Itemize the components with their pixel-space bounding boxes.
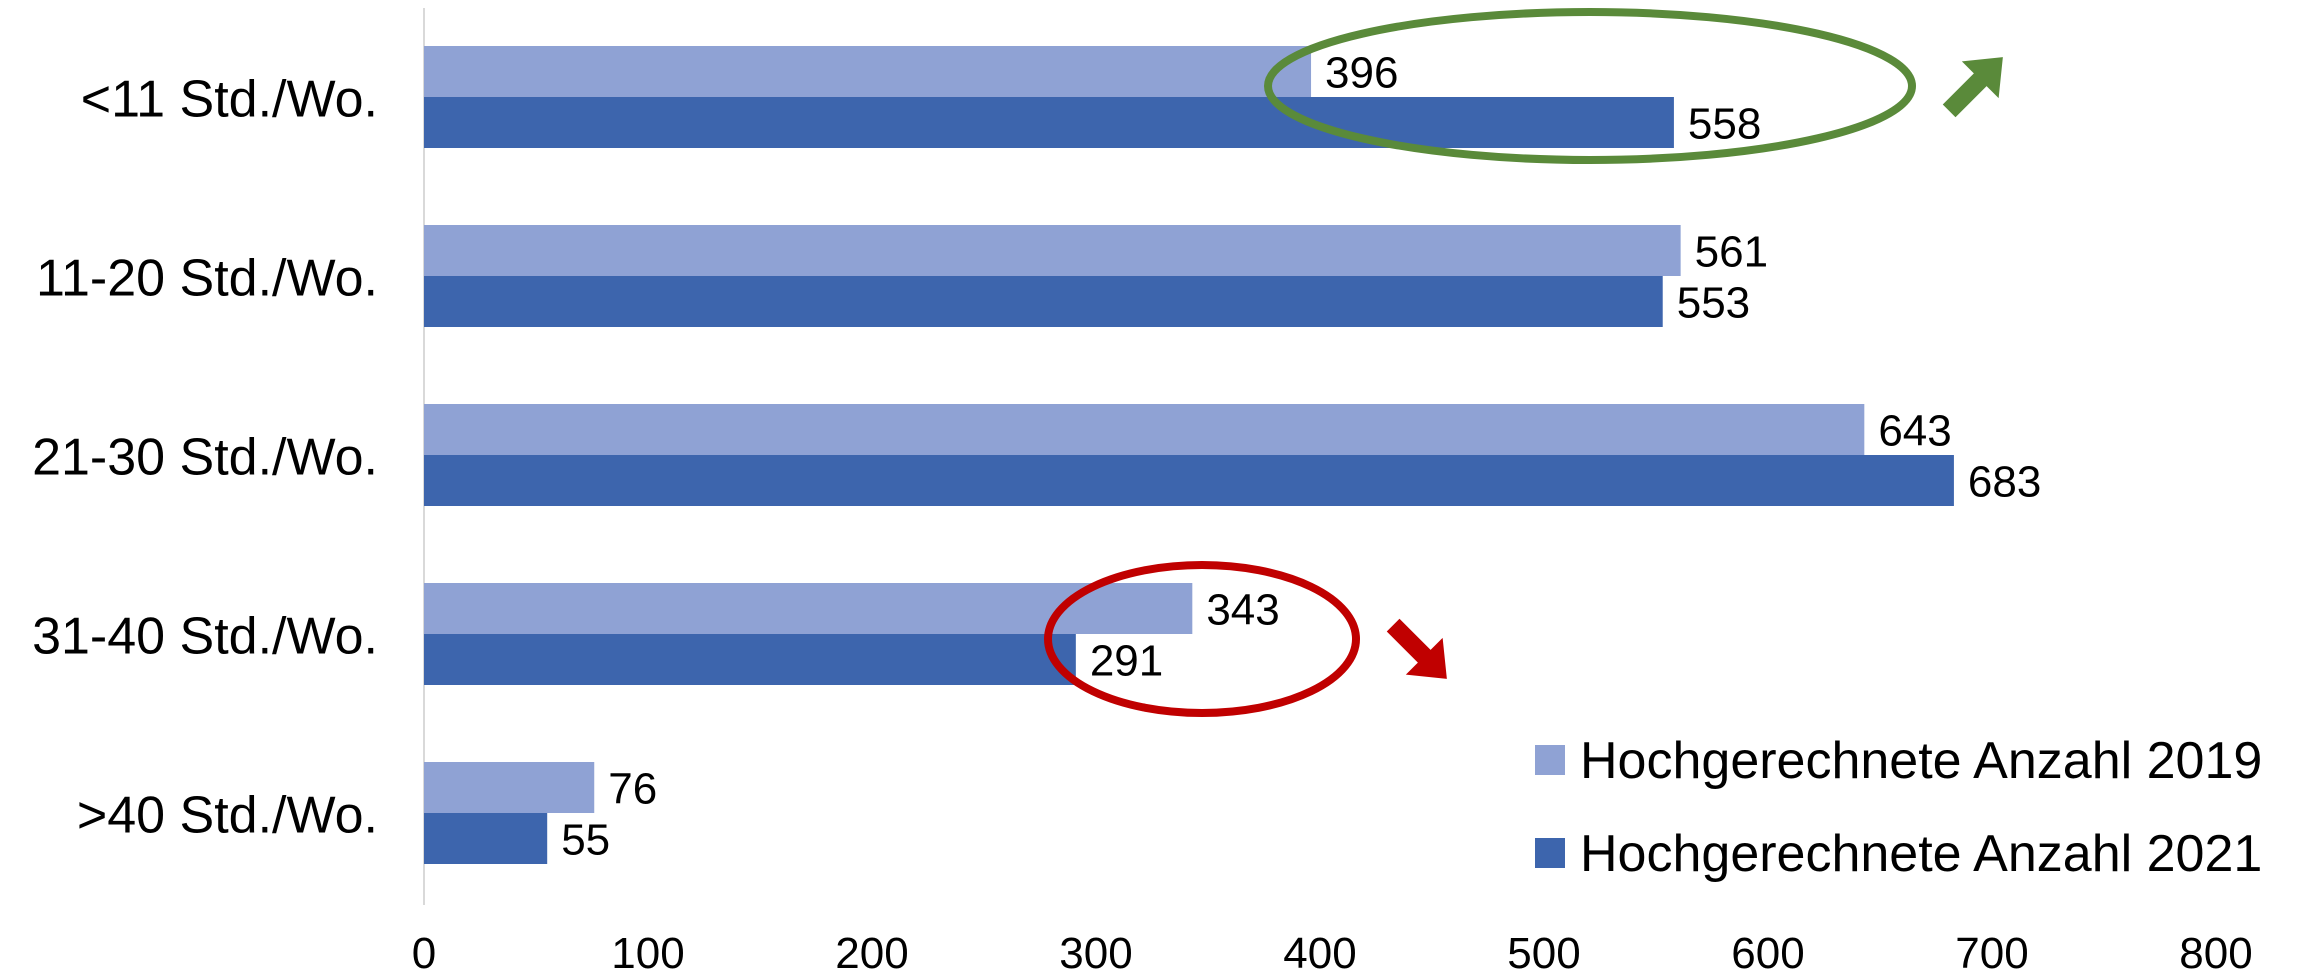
bar bbox=[424, 583, 1193, 634]
category-label: >40 Std./Wo. bbox=[77, 787, 378, 845]
bar bbox=[424, 46, 1312, 97]
data-label: 553 bbox=[1677, 279, 1750, 328]
highlight-ellipse bbox=[1044, 561, 1360, 717]
bar bbox=[424, 404, 1865, 455]
x-tick-label: 600 bbox=[1731, 929, 1804, 973]
data-label: 683 bbox=[1968, 458, 2041, 507]
bar bbox=[424, 276, 1663, 327]
legend-swatch bbox=[1535, 745, 1565, 775]
category-label: 31-40 Std./Wo. bbox=[32, 608, 378, 666]
x-tick-label: 500 bbox=[1507, 929, 1580, 973]
category-label: 11-20 Std./Wo. bbox=[36, 250, 378, 308]
x-tick-label: 300 bbox=[1059, 929, 1132, 973]
x-tick-label: 0 bbox=[412, 929, 436, 973]
category-label: <11 Std./Wo. bbox=[81, 71, 378, 129]
legend-label: Hochgerechnete Anzahl 2019 bbox=[1580, 732, 2262, 790]
bar bbox=[424, 97, 1674, 148]
annotations-layer bbox=[1044, 8, 2003, 717]
x-tick-label: 200 bbox=[835, 929, 908, 973]
data-label: 55 bbox=[561, 816, 610, 865]
data-label: 291 bbox=[1090, 637, 1163, 686]
data-label: 558 bbox=[1688, 100, 1761, 149]
bar bbox=[424, 762, 595, 813]
data-label: 561 bbox=[1695, 228, 1768, 277]
bars-layer bbox=[424, 46, 1954, 864]
trend-up-arrow-icon bbox=[1942, 57, 2003, 118]
legend-label: Hochgerechnete Anzahl 2021 bbox=[1580, 825, 2262, 883]
bar bbox=[424, 455, 1954, 506]
bar bbox=[424, 225, 1681, 276]
bar bbox=[424, 634, 1076, 685]
x-tick-label: 700 bbox=[1955, 929, 2028, 973]
legend-swatch bbox=[1535, 838, 1565, 868]
x-tick-label: 400 bbox=[1283, 929, 1356, 973]
data-label: 343 bbox=[1206, 586, 1279, 635]
data-label: 643 bbox=[1878, 407, 1951, 456]
axis-layer: 0 100 200 300 400 500 600 700 800 bbox=[412, 8, 2253, 973]
x-tick-label: 800 bbox=[2179, 929, 2252, 973]
category-label: 21-30 Std./Wo. bbox=[32, 429, 378, 487]
x-tick-label: 100 bbox=[611, 929, 684, 973]
bar bbox=[424, 813, 548, 864]
trend-up-arrow-shape bbox=[1942, 57, 2003, 118]
trend-down-arrow-icon bbox=[1386, 618, 1447, 679]
data-label: 76 bbox=[608, 765, 657, 814]
data-label: 396 bbox=[1325, 49, 1398, 98]
legend: Hochgerechnete Anzahl 2019 Hochgerechnete… bbox=[1535, 732, 2262, 883]
trend-down-arrow-shape bbox=[1386, 618, 1447, 679]
highlight-ellipse bbox=[1264, 8, 1916, 164]
